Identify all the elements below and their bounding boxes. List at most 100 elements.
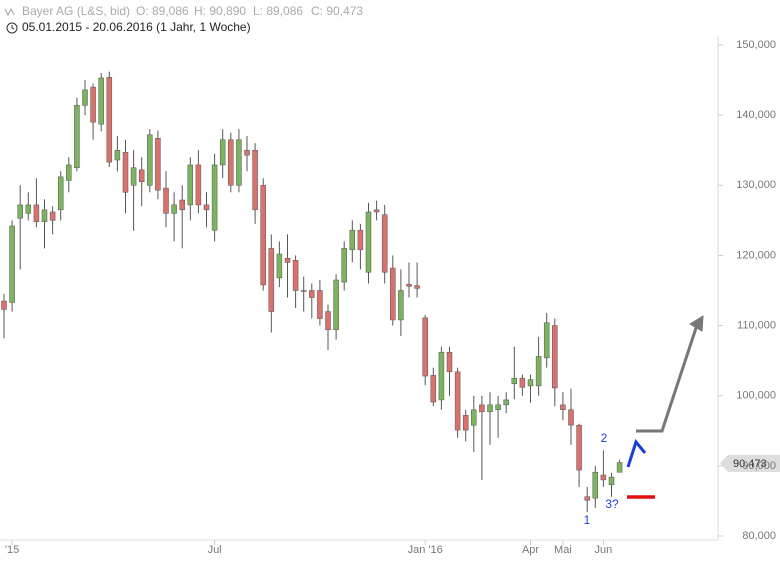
candle-body xyxy=(236,139,242,186)
y-tick-label: 90,000 xyxy=(742,460,776,472)
candle-body xyxy=(422,317,428,377)
candle-body xyxy=(292,260,299,291)
x-tick-label: Apr xyxy=(522,544,539,556)
x-tick-label: Jan '16 xyxy=(408,544,443,556)
candle-body xyxy=(211,164,218,231)
candle-body xyxy=(325,311,331,331)
candle-body xyxy=(130,167,137,186)
ohlc-open: O: 89,086 xyxy=(136,4,189,18)
candle-body xyxy=(608,476,615,486)
candle-body xyxy=(138,169,145,183)
y-tick-label: 140,000 xyxy=(736,109,776,121)
candle-body xyxy=(74,105,80,169)
candle-body xyxy=(341,248,347,283)
candle-body xyxy=(560,404,566,410)
candle-body xyxy=(147,134,153,186)
drawings xyxy=(626,315,704,499)
instrument: Bayer AG (L&S, bid) xyxy=(22,4,130,18)
candle-body xyxy=(276,253,283,279)
candle-body xyxy=(171,204,177,214)
candle-body xyxy=(49,211,56,221)
candle-body xyxy=(309,290,315,298)
candle-body xyxy=(446,351,453,373)
candle-body xyxy=(584,496,590,501)
candle-body xyxy=(568,409,574,426)
candle-body xyxy=(527,379,534,387)
candle-body xyxy=(479,404,485,413)
candle-body xyxy=(284,257,291,263)
candle-body xyxy=(1,300,7,310)
y-tick-label: 80,000 xyxy=(742,530,776,542)
candle-body xyxy=(414,285,420,289)
y-tick-label: 100,000 xyxy=(736,390,776,402)
candle-body xyxy=(155,138,161,191)
ohlc-low: L: 89,086 xyxy=(253,4,303,18)
ohlc-close: C: 90,473 xyxy=(311,4,363,18)
candle-body xyxy=(122,152,129,193)
y-tick-label: 130,000 xyxy=(736,179,776,191)
chart-icon xyxy=(4,7,15,17)
candle-body xyxy=(462,415,469,431)
candle-body xyxy=(317,290,323,319)
ohlc-high: H: 90,890 xyxy=(194,4,246,18)
candle-body xyxy=(244,149,250,156)
wave-label: 1 xyxy=(584,513,591,527)
candle-body xyxy=(252,149,258,211)
candle-body xyxy=(398,290,404,321)
x-tick-label: '15 xyxy=(5,544,19,556)
x-tick-label: Jul xyxy=(208,544,222,556)
candle-body xyxy=(9,225,15,303)
candle-body xyxy=(17,204,23,219)
price-label: 90,473 xyxy=(733,458,767,470)
candle-body xyxy=(66,164,72,181)
candle-body xyxy=(41,209,48,223)
candle-body xyxy=(33,204,40,223)
wave-label: 3? xyxy=(605,497,619,511)
candle-body xyxy=(592,471,599,499)
candle-body xyxy=(471,409,477,426)
candle-body xyxy=(406,283,412,287)
candle-body xyxy=(300,290,307,292)
candle-body xyxy=(25,204,32,214)
candle-body xyxy=(187,164,194,206)
candle-body xyxy=(495,404,501,410)
y-tick-label: 110,000 xyxy=(737,319,776,331)
candle-body xyxy=(357,229,364,251)
candle-body xyxy=(195,164,202,206)
candle-body xyxy=(487,404,493,413)
wave-label: 2 xyxy=(601,431,608,445)
candle-body xyxy=(106,77,113,163)
x-tick-label: Mai xyxy=(554,544,572,556)
date-range: 05.01.2015 - 20.06.2016 (1 Jahr, 1 Woche… xyxy=(22,20,251,34)
candle-body xyxy=(438,351,445,401)
candle-body xyxy=(519,377,526,388)
candle-body xyxy=(381,214,388,273)
candle-body xyxy=(390,267,396,321)
candle-body xyxy=(268,248,275,312)
candle-body xyxy=(90,86,96,123)
candle-body xyxy=(114,149,121,161)
candle-body xyxy=(57,176,64,211)
y-tick-label: 120,000 xyxy=(736,249,776,261)
candle-body xyxy=(552,325,558,389)
clock-icon xyxy=(6,22,18,34)
candle-body xyxy=(163,187,169,214)
candle-body xyxy=(503,399,509,406)
candle-body xyxy=(82,89,88,106)
candle-body xyxy=(454,371,461,431)
candle-body xyxy=(600,474,607,481)
candle-body xyxy=(616,462,623,473)
x-tick-label: Jun xyxy=(595,544,613,556)
candle-body xyxy=(333,279,339,331)
candle-body xyxy=(349,229,356,251)
candle-body xyxy=(203,204,210,211)
candle-body xyxy=(260,185,266,286)
price-tag xyxy=(720,455,780,472)
candle-body xyxy=(228,139,234,186)
candle-body xyxy=(373,209,380,213)
candle-body xyxy=(543,322,550,359)
candle-body xyxy=(219,139,226,166)
y-tick-label: 150,000 xyxy=(736,39,776,51)
candle-body xyxy=(576,424,582,471)
